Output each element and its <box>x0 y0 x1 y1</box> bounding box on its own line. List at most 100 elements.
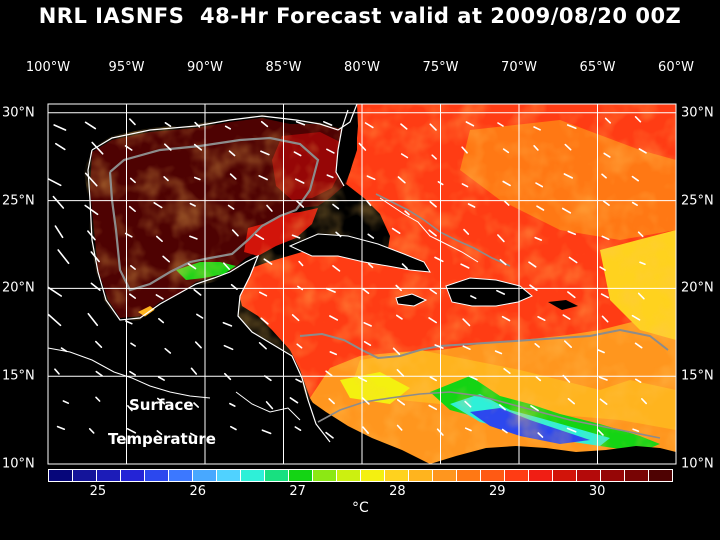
colorbar-bin <box>360 469 385 482</box>
wind-vector <box>127 405 133 412</box>
wind-vector <box>631 201 638 206</box>
wind-vector <box>602 200 610 206</box>
wind-vector <box>84 204 99 216</box>
colorbar-bin <box>216 469 241 482</box>
wind-vector <box>362 426 370 435</box>
colorbar-bin <box>648 469 673 482</box>
colorbar-bin <box>72 469 97 482</box>
variable-label-line2: Temperature <box>108 430 216 448</box>
wind-vector <box>434 344 444 349</box>
wind-vector <box>567 291 576 299</box>
wind-vector <box>230 283 238 291</box>
wind-vector <box>90 251 100 263</box>
wind-vector <box>258 175 268 181</box>
colorbar-bin <box>504 469 529 482</box>
wind-vector <box>533 126 541 131</box>
wind-vector <box>603 152 611 158</box>
wind-vector <box>562 314 571 320</box>
wind-vector <box>263 375 272 382</box>
central-america-land <box>306 398 430 464</box>
wind-vector <box>503 367 511 375</box>
wind-vector <box>640 397 648 405</box>
colorbar-bin <box>480 469 505 482</box>
colorbar-tick-label: 29 <box>488 484 506 499</box>
wind-vector <box>332 203 340 210</box>
florida-peninsula <box>336 104 358 186</box>
wind-vector <box>434 256 444 263</box>
wind-vector <box>599 398 608 405</box>
wind-vector <box>95 340 103 349</box>
wind-vector <box>462 318 471 327</box>
wind-vector <box>130 264 136 270</box>
wind-vector <box>91 141 104 155</box>
wind-vector <box>465 121 475 127</box>
wind-vector <box>463 228 470 235</box>
wind-vector <box>296 200 305 208</box>
wind-vector <box>190 367 198 375</box>
cuba-land <box>290 234 430 272</box>
wind-vector <box>291 314 300 322</box>
colorbar-bin <box>120 469 145 482</box>
wind-vector <box>164 143 172 151</box>
wind-vector <box>263 258 273 265</box>
wind-vector <box>367 233 375 239</box>
wind-vector <box>597 429 604 436</box>
wind-vector <box>600 293 609 299</box>
wind-vector <box>428 404 438 411</box>
lon-label: 65°W <box>579 60 616 75</box>
wind-vector <box>54 142 66 151</box>
wind-vector <box>631 314 641 321</box>
wind-vector <box>329 351 338 356</box>
wind-vector <box>157 397 166 405</box>
wind-vector <box>189 202 196 207</box>
wind-vector <box>534 342 540 348</box>
wind-vector <box>260 120 269 128</box>
wind-vector <box>229 173 237 180</box>
wind-vector <box>187 262 197 270</box>
colorbar-tick-label: 30 <box>588 484 606 499</box>
wind-vector <box>397 176 406 184</box>
wind-vector <box>95 370 103 377</box>
wind-vector <box>498 404 506 411</box>
wind-vector <box>189 235 198 240</box>
colorbar-bin <box>624 469 649 482</box>
wind-vector <box>639 261 646 266</box>
jamaica-coastline <box>395 293 428 307</box>
wind-vector <box>193 143 203 151</box>
wind-vector <box>295 120 306 126</box>
wind-vector <box>401 263 408 270</box>
lon-label: 80°W <box>344 60 380 75</box>
colorbar-bin <box>96 469 121 482</box>
wind-vector <box>329 315 339 321</box>
wind-vector <box>536 205 545 211</box>
lat-label-right: 25°N <box>681 193 714 209</box>
wind-vector <box>529 284 538 292</box>
wind-vector <box>464 427 472 432</box>
lat-label-left: 20°N <box>2 280 35 296</box>
wind-vector <box>563 173 574 179</box>
wind-vector <box>598 376 608 381</box>
wind-vector <box>196 313 204 319</box>
wind-vector <box>637 231 644 238</box>
wind-vector <box>265 401 274 410</box>
wind-vector <box>462 345 471 351</box>
wind-vector <box>496 289 506 295</box>
wind-vector <box>428 229 437 237</box>
wind-vector <box>156 430 163 436</box>
mexico-coastline <box>87 149 331 443</box>
wind-vector <box>363 340 372 347</box>
wind-vector <box>224 125 231 130</box>
wind-vector <box>363 321 372 327</box>
southern-contour <box>317 391 661 439</box>
wind-vector <box>228 150 236 157</box>
wind-vector <box>396 368 405 377</box>
colorbar-bin <box>408 469 433 482</box>
colorbar-bin <box>48 469 73 482</box>
wind-vector <box>634 116 642 123</box>
wind-vector <box>428 317 438 324</box>
lon-label: 60°W <box>658 60 694 75</box>
wind-vector <box>391 227 401 234</box>
wind-vector <box>502 180 511 187</box>
wind-vector <box>260 150 270 156</box>
